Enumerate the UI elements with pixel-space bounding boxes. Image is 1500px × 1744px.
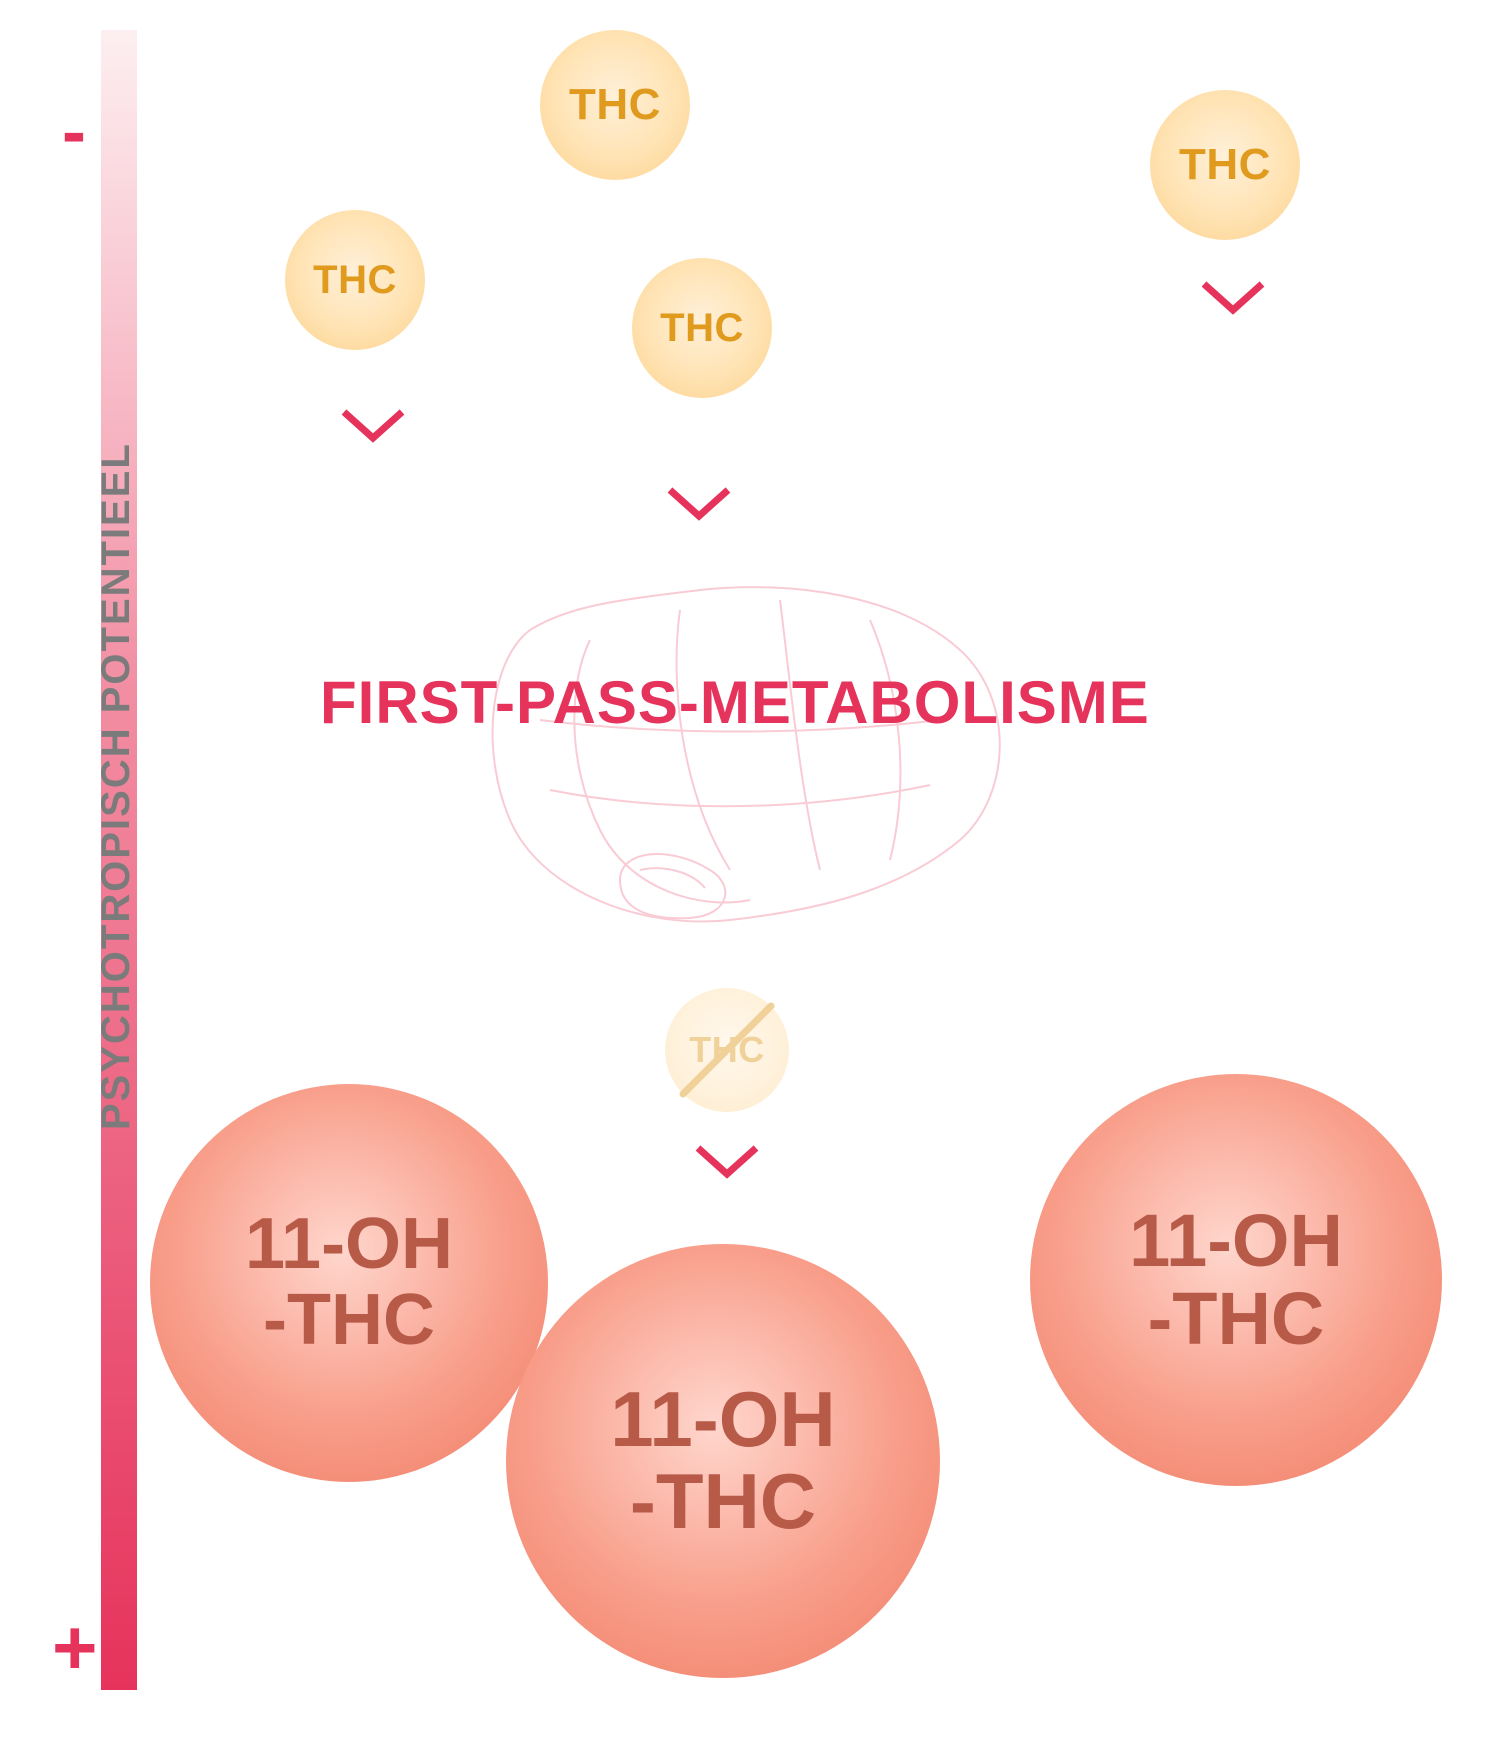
thc-label: THC bbox=[1179, 140, 1271, 190]
metabolite-label-line2: -THC bbox=[1148, 1280, 1325, 1358]
chevron-down-icon bbox=[340, 408, 406, 448]
thc-crossed-circle: THC bbox=[665, 988, 789, 1112]
chevron-down-icon bbox=[1200, 280, 1266, 320]
metabolite-circle-1: 11-OH -THC bbox=[150, 1084, 548, 1482]
metabolite-circle-3: 11-OH -THC bbox=[1030, 1074, 1442, 1486]
metabolite-label-line2: -THC bbox=[630, 1461, 816, 1543]
chevron-down-icon bbox=[694, 1144, 760, 1184]
chevron-down-icon bbox=[666, 486, 732, 526]
thc-circle-4: THC bbox=[632, 258, 772, 398]
thc-circle-1: THC bbox=[540, 30, 690, 180]
metabolite-label-line2: -THC bbox=[263, 1283, 435, 1359]
metabolite-label-line1: 11-OH bbox=[245, 1207, 453, 1283]
thc-label: THC bbox=[569, 80, 661, 130]
metabolite-label-line1: 11-OH bbox=[610, 1379, 835, 1461]
slash-icon bbox=[665, 988, 789, 1112]
axis-label: PSYCHOTROPISCH POTENTIEEL bbox=[94, 442, 139, 1130]
thc-circle-3: THC bbox=[285, 210, 425, 350]
thc-circle-2: THC bbox=[1150, 90, 1300, 240]
metabolite-label-line1: 11-OH bbox=[1129, 1202, 1343, 1280]
axis-minus: - bbox=[62, 96, 86, 168]
diagram-title: FIRST-PASS-METABOLISME bbox=[320, 668, 1150, 737]
metabolite-circle-2: 11-OH -THC bbox=[506, 1244, 940, 1678]
thc-label: THC bbox=[313, 258, 397, 303]
axis-plus: + bbox=[52, 1608, 98, 1686]
thc-label: THC bbox=[660, 306, 744, 351]
liver-icon bbox=[470, 570, 1030, 950]
